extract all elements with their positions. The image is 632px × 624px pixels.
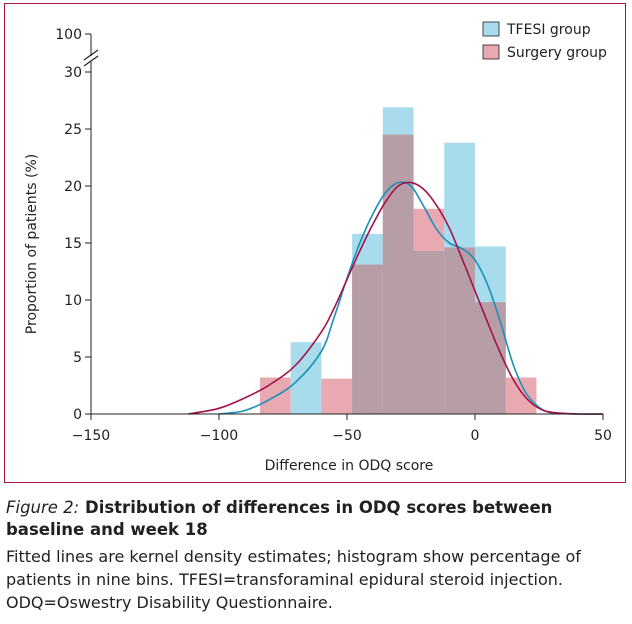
legend: TFESI group Surgery group (482, 21, 607, 61)
x-tick-label-0: −150 (72, 428, 110, 444)
bar-overlap-3 (352, 264, 383, 414)
x-tick-label-2: −50 (332, 428, 362, 444)
legend-swatch-surgery (482, 44, 500, 60)
bars-layer (259, 107, 537, 414)
bar-surgery-2 (321, 378, 353, 414)
caption-title-text: Distribution of differences in ODQ score… (6, 498, 553, 539)
y-tick-label-2: 10 (64, 293, 82, 309)
figure-caption: Figure 2: Distribution of differences in… (6, 497, 626, 614)
x-tick-label-3: 0 (471, 428, 480, 444)
y-tick-label-break: 100 (55, 27, 82, 43)
y-tick-label-6: 30 (64, 65, 82, 81)
bar-overlap-6 (444, 247, 475, 414)
y-tick-label-5: 25 (64, 122, 82, 138)
kde-line-tfesi (218, 181, 604, 415)
y-tick-label-3: 15 (64, 236, 82, 252)
histogram-chart: −150 −100 −50 0 50 0 5 10 15 20 25 30 100 Difference… (24, 21, 612, 474)
legend-label-tfesi: TFESI group (506, 22, 591, 38)
figure-frame (4, 3, 626, 483)
x-axis-label: Difference in ODQ score (265, 458, 434, 474)
kde-layer (188, 181, 604, 415)
kde-line-surgery (188, 181, 604, 415)
y-tick-label-1: 5 (73, 350, 82, 366)
legend-label-surgery: Surgery group (507, 45, 607, 61)
y-tick-label-0: 0 (73, 407, 82, 423)
x-tick-label-1: −100 (200, 428, 238, 444)
bar-overlap-4 (382, 134, 414, 414)
y-axis-break-mark-1 (83, 49, 99, 61)
caption-body: Fitted lines are kernel density estimate… (6, 547, 581, 612)
legend-swatch-tfesi (482, 21, 500, 37)
figure-label: Figure 2: (6, 498, 80, 517)
axes-layer: −150 −100 −50 0 50 0 5 10 15 20 25 30 100 (55, 27, 612, 444)
y-axis-label: Proportion of patients (%) (24, 154, 40, 334)
y-axis-break-mark-2 (83, 55, 99, 67)
y-tick-label-4: 20 (64, 179, 82, 195)
bar-overlap-5 (413, 250, 445, 414)
caption-title: Figure 2: Distribution of differences in… (6, 497, 626, 541)
x-tick-label-4: 50 (594, 428, 612, 444)
bar-overlap-7 (475, 302, 506, 414)
